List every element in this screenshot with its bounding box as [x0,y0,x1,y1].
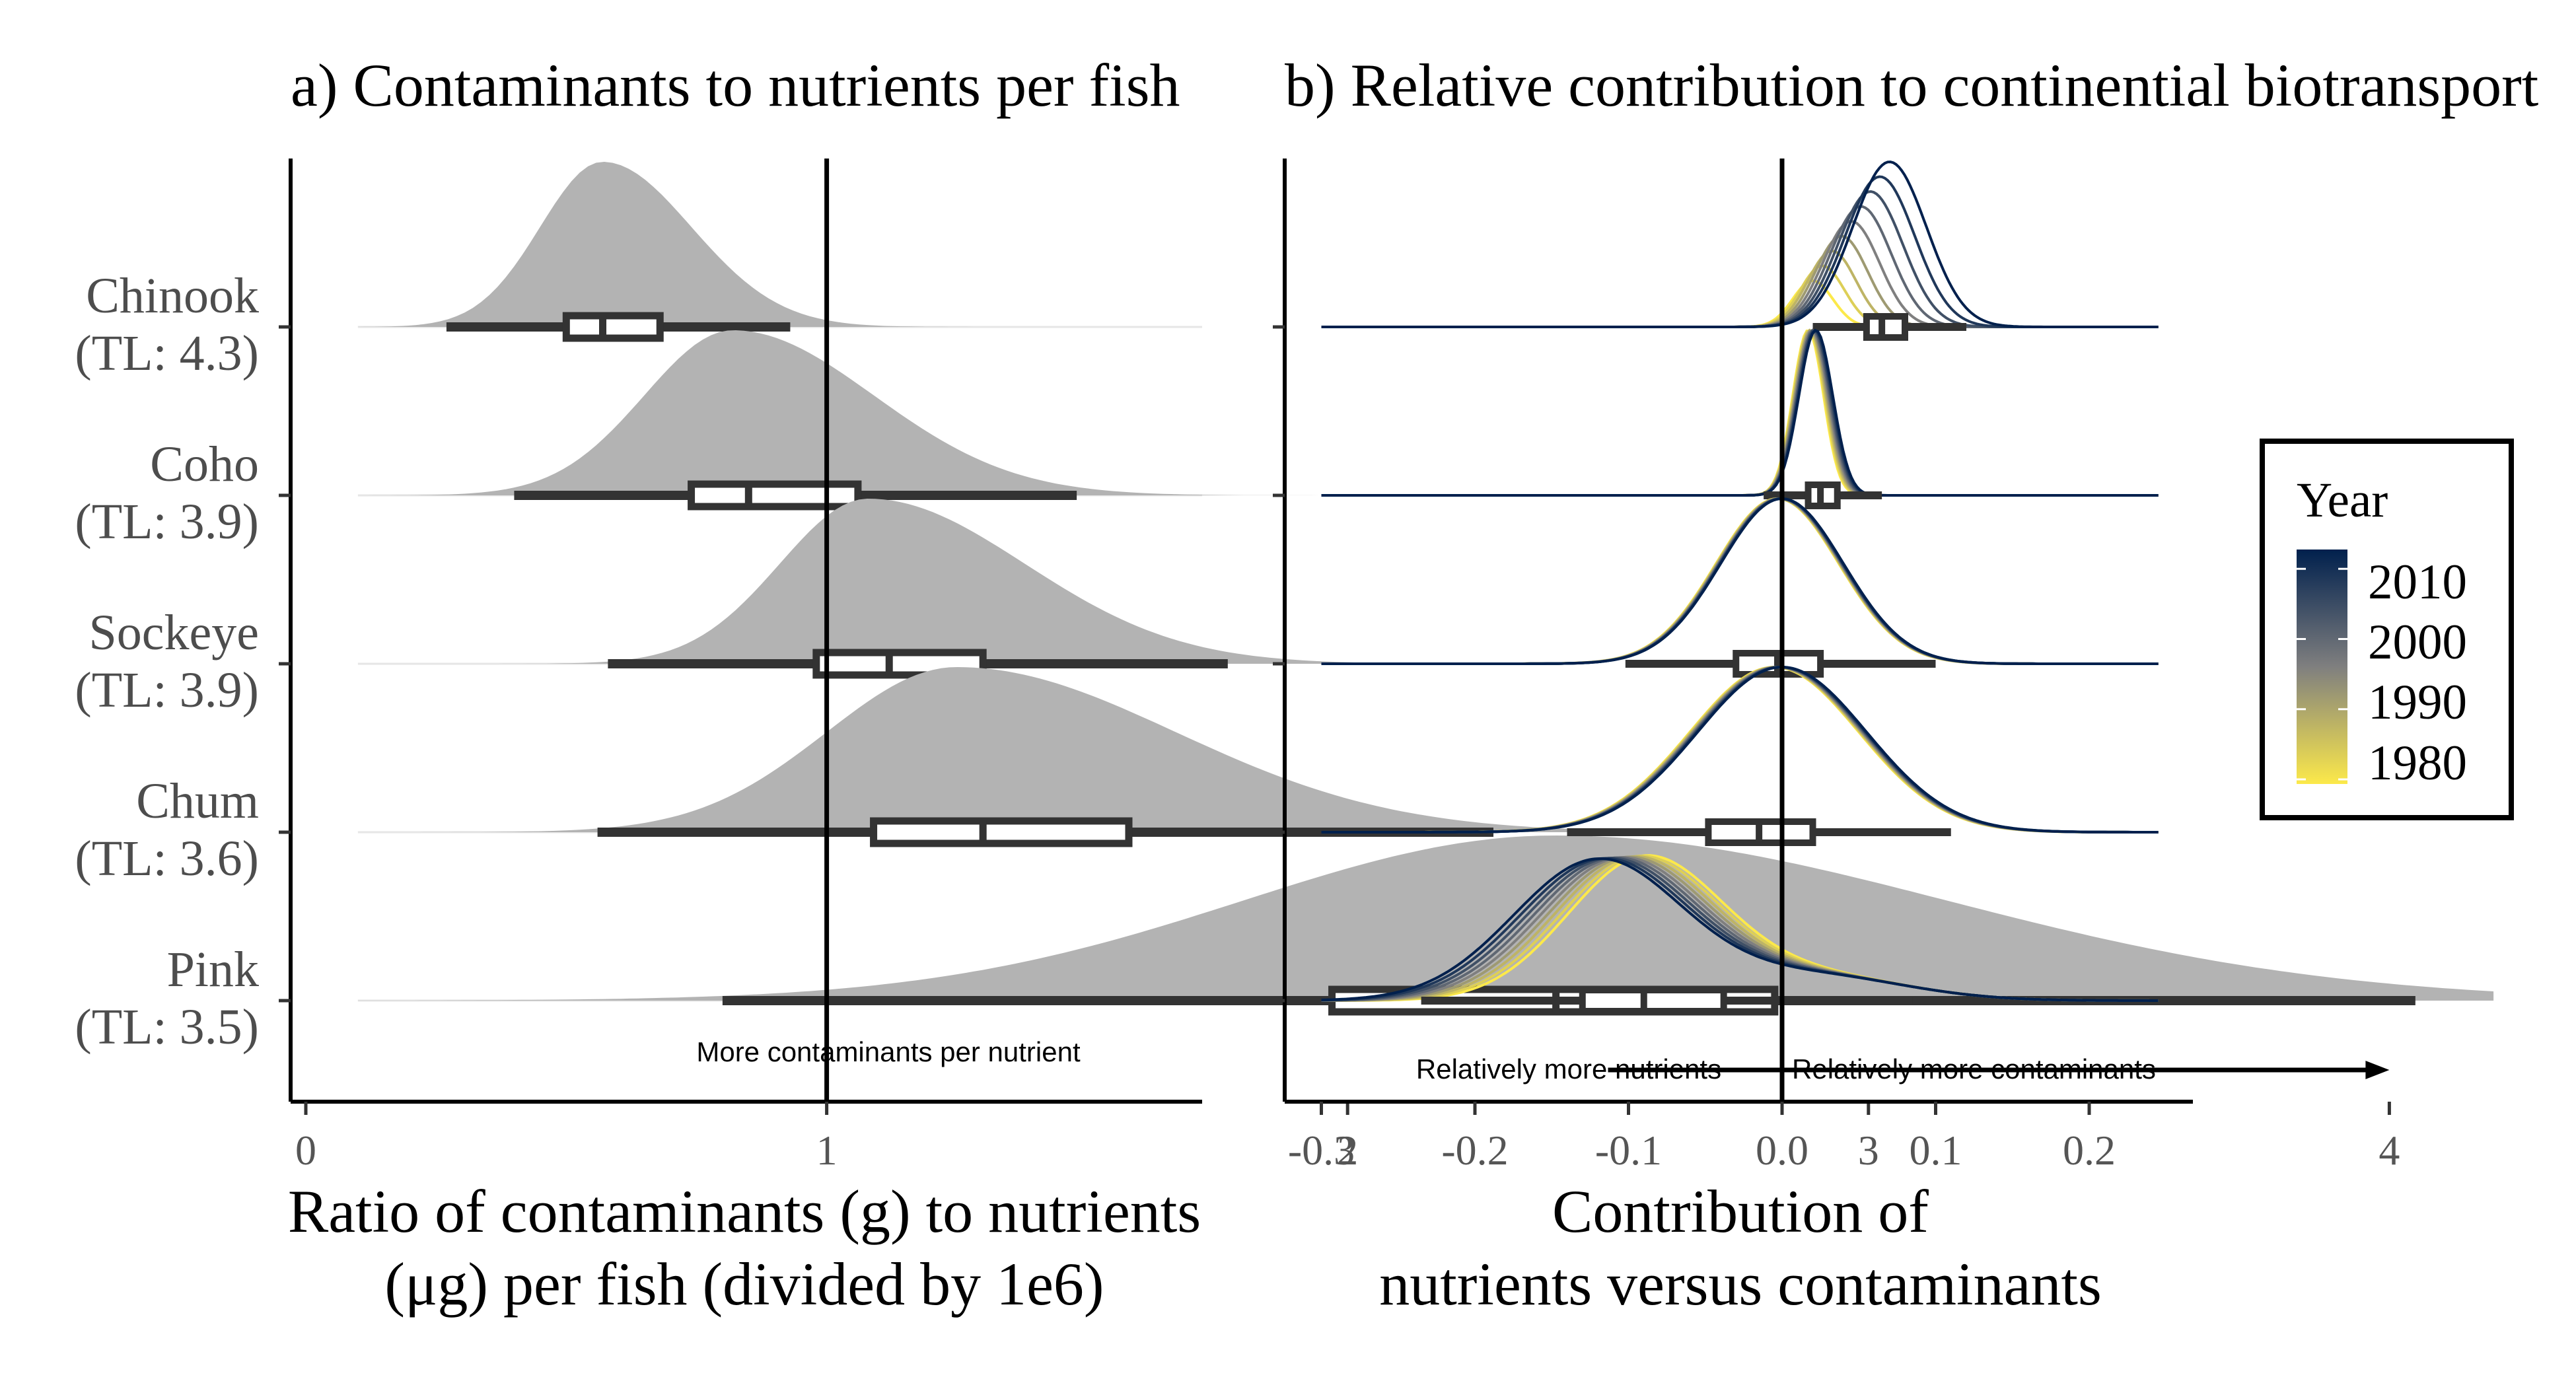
density-ridge-year-1984 [1321,665,2159,834]
species-tl-label: (TL: 3.5) [75,999,259,1055]
species-label: Coho [150,437,259,492]
density-ridge [357,162,2494,327]
panel-a-x-tick-label: 2 [1337,1127,1358,1174]
density-ridge-year-1992 [1321,329,2159,497]
species-tl-label: (TL: 3.9) [75,494,259,550]
legend-label-2000: 2000 [2368,615,2467,670]
density-ridge-year-1996 [1321,497,2159,665]
species-label: Pink [167,942,259,997]
panel-b-x-tick-label: 0.2 [2063,1127,2116,1174]
density-ridge-year-2004 [1321,329,2159,497]
density-ridge-year-1980 [1321,665,2159,834]
density-ridge-year-2008 [1321,497,2159,665]
density-ridge-year-1980 [1321,330,2159,497]
density-ridge-year-2008 [1321,328,2159,497]
density-ridge-year-1996 [1321,665,2159,834]
density-ridge [357,330,2494,495]
species-tl-label: (TL: 4.3) [75,326,259,381]
density-ridge-year-2004 [1321,497,2159,665]
annotation-arrow-head [2365,1061,2390,1079]
panel-a-x-tick-label: 4 [2379,1127,2400,1174]
density-ridge-year-1984 [1321,264,2159,328]
density-ridge-year-2008 [1321,665,2159,834]
legend-label-1990: 1990 [2368,675,2467,730]
annotation-more-nutrients: Relatively more nutrients [1416,1053,1721,1085]
panel-a-xlabel-line1: Ratio of contaminants (g) to nutrients [288,1178,1201,1245]
density-ridge-year-2012 [1321,665,2159,834]
density-ridge-year-2012 [1321,160,2159,328]
species-label: Chum [136,773,259,829]
legend-colorbar [2297,550,2347,784]
iqr-box [870,817,1133,847]
density-ridge-year-1980 [1321,279,2159,328]
iqr-box [562,312,664,342]
density-ridge-year-2008 [1321,175,2159,328]
panel-b-x-tick-label: 0.1 [1910,1127,1962,1174]
panel-b-plot: -0.3 -0.2 -0.1 0.0 0.1 0.2 Relatively more nut… [1273,159,2193,1174]
species-label: Sockeye [89,605,259,660]
panel-b-x-tick-label: -0.2 [1441,1127,1508,1174]
density-ridge-year-2004 [1321,190,2159,328]
legend-label-2010: 2010 [2368,555,2467,610]
panel-b-x-tick-label: -0.1 [1595,1127,1662,1174]
legend-ticks [2297,567,2347,781]
panel-b-x-tick-label: 0.0 [1756,1127,1808,1174]
panel-b-x-tick-label: -0.3 [1288,1127,1355,1174]
density-ridge-year-2000 [1321,328,2159,497]
density-ridge-year-1988 [1321,249,2159,328]
density-ridge-year-2000 [1321,497,2159,665]
species-tl-label: (TL: 3.6) [75,831,259,886]
panel-b-xlabel-line1: Contribution of [1552,1178,1929,1245]
panel-a-xlabel-line2: (μg) per fish (divided by 1e6) [384,1250,1104,1318]
legend-title: Year [2297,473,2388,528]
species-tl-label: (TL: 3.9) [75,662,259,718]
density-ridge-year-2000 [1321,665,2159,834]
density-ridge-year-2004 [1321,666,2159,834]
density-ridge-year-1988 [1321,497,2159,665]
panel-b-xlabel-line2: nutrients versus contaminants [1379,1250,2102,1318]
panel-a-x-tick-label: 0 [295,1127,316,1174]
iqr-box [688,480,862,511]
density-ridge-year-1980 [1321,497,2159,665]
density-ridge-year-2012 [1321,497,2159,665]
annotation-more-contaminants: Relatively more contaminants [1792,1053,2156,1085]
density-ridge [357,499,2494,664]
panel-b-title: b) Relative contribution to continential… [1285,52,2539,119]
density-ridge-year-2000 [1321,205,2159,328]
density-ridge-year-1988 [1321,328,2159,497]
density-ridge-year-1992 [1321,234,2159,328]
density-ridge-year-1984 [1321,328,2159,497]
density-ridge-year-2012 [1321,857,2159,1002]
density-ridge [357,836,2494,1001]
density-ridge-year-1996 [1321,328,2159,497]
panel-a-x-tick-label: 1 [816,1127,838,1174]
legend: Year 2010 2000 1990 1980 [2260,439,2514,820]
density-ridge [357,667,2494,832]
density-ridge-year-1996 [1321,219,2159,328]
iqr-box [1863,313,1908,341]
density-ridge-year-1984 [1321,497,2159,665]
density-ridge-year-1988 [1321,665,2159,834]
density-ridge-year-1992 [1321,497,2159,665]
legend-label-1980: 1980 [2368,736,2467,791]
species-label: Chinook [86,268,259,324]
density-ridge-year-1992 [1321,666,2159,834]
annotation-more-contaminants: More contaminants per nutrient [696,1036,1081,1067]
panel-a-title: a) Contaminants to nutrients per fish [291,52,1180,119]
iqr-box [1579,987,1727,1014]
panel-a-x-tick-label: 3 [1858,1127,1879,1174]
density-ridge-year-2012 [1321,328,2159,497]
